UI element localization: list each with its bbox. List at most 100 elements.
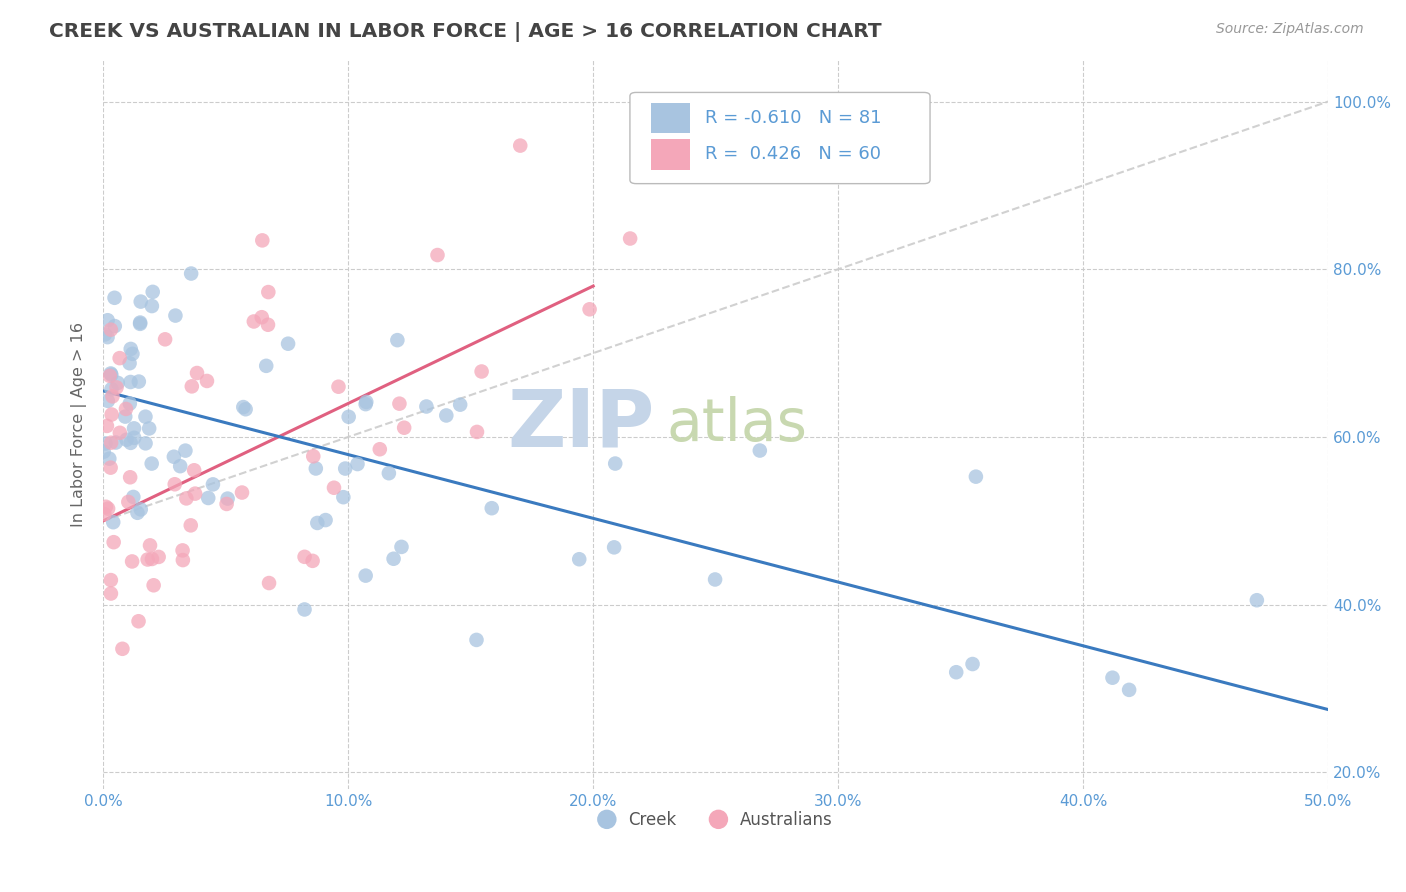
Point [122,490,145,504]
Point [129,316,152,330]
Point [277,336,299,351]
Point [141,457,163,471]
Point [415,400,437,414]
Point [465,425,488,439]
Point [605,457,627,471]
Point [97,501,120,516]
Point [449,398,471,412]
Legend: Creek, Australians: Creek, Australians [592,805,839,836]
Point [346,457,368,471]
Point [104,435,127,450]
Point [962,657,984,671]
Point [94,327,117,342]
Point [568,552,591,566]
Bar [651,139,690,169]
Point [122,431,145,445]
Point [122,421,145,435]
Point [197,491,219,505]
Point [1118,682,1140,697]
Point [148,549,170,564]
Point [120,342,142,356]
Point [356,395,378,409]
Point [100,382,122,396]
Point [382,551,405,566]
Point [328,380,350,394]
Point [232,400,254,414]
Point [153,332,176,346]
Point [114,409,136,424]
Point [163,477,186,491]
Text: R = -0.610   N = 81: R = -0.610 N = 81 [704,109,882,127]
Y-axis label: In Labor Force | Age > 16: In Labor Force | Age > 16 [72,322,87,527]
Point [98,368,121,383]
Point [104,319,127,334]
Point [100,586,122,600]
Bar [651,103,690,133]
Point [120,375,142,389]
Point [481,501,503,516]
Point [704,573,727,587]
Point [135,436,157,450]
Point [335,461,357,475]
Point [215,497,238,511]
Point [294,549,316,564]
Point [250,310,273,325]
Point [434,409,457,423]
FancyBboxPatch shape [630,93,929,184]
Point [257,576,280,591]
Point [97,393,120,408]
Point [142,285,165,299]
Point [100,460,122,475]
Point [748,443,770,458]
Point [115,401,138,416]
Point [201,477,224,491]
Point [387,333,409,347]
Point [945,665,967,680]
Point [257,285,280,299]
Point [141,552,163,566]
Point [235,402,257,417]
Point [183,463,205,477]
Text: CREEK VS AUSTRALIAN IN LABOR FORCE | AGE > 16 CORRELATION CHART: CREEK VS AUSTRALIAN IN LABOR FORCE | AGE… [49,22,882,42]
Point [93,507,115,521]
Point [195,374,218,388]
Point [118,356,141,370]
Point [252,233,274,247]
Point [1101,671,1123,685]
Point [101,389,124,403]
Point [96,330,118,344]
Point [134,409,156,424]
Point [117,495,139,509]
Point [301,554,323,568]
Point [103,515,125,529]
Point [509,138,531,153]
Point [426,248,449,262]
Point [103,291,125,305]
Point [94,436,117,450]
Point [118,396,141,410]
Point [169,459,191,474]
Point [121,554,143,568]
Point [174,443,197,458]
Point [129,502,152,516]
Point [128,375,150,389]
Point [111,641,134,656]
Point [107,376,129,390]
Point [307,516,329,530]
Point [243,314,266,328]
Point [180,267,202,281]
Point [100,573,122,587]
Text: R =  0.426   N = 60: R = 0.426 N = 60 [704,145,880,163]
Text: ZIP: ZIP [508,385,654,464]
Point [94,500,117,514]
Point [120,470,142,484]
Point [129,294,152,309]
Point [115,433,138,447]
Point [98,451,121,466]
Point [368,442,391,457]
Point [388,397,411,411]
Point [136,552,159,566]
Point [180,379,202,393]
Point [323,481,346,495]
Point [354,568,377,582]
